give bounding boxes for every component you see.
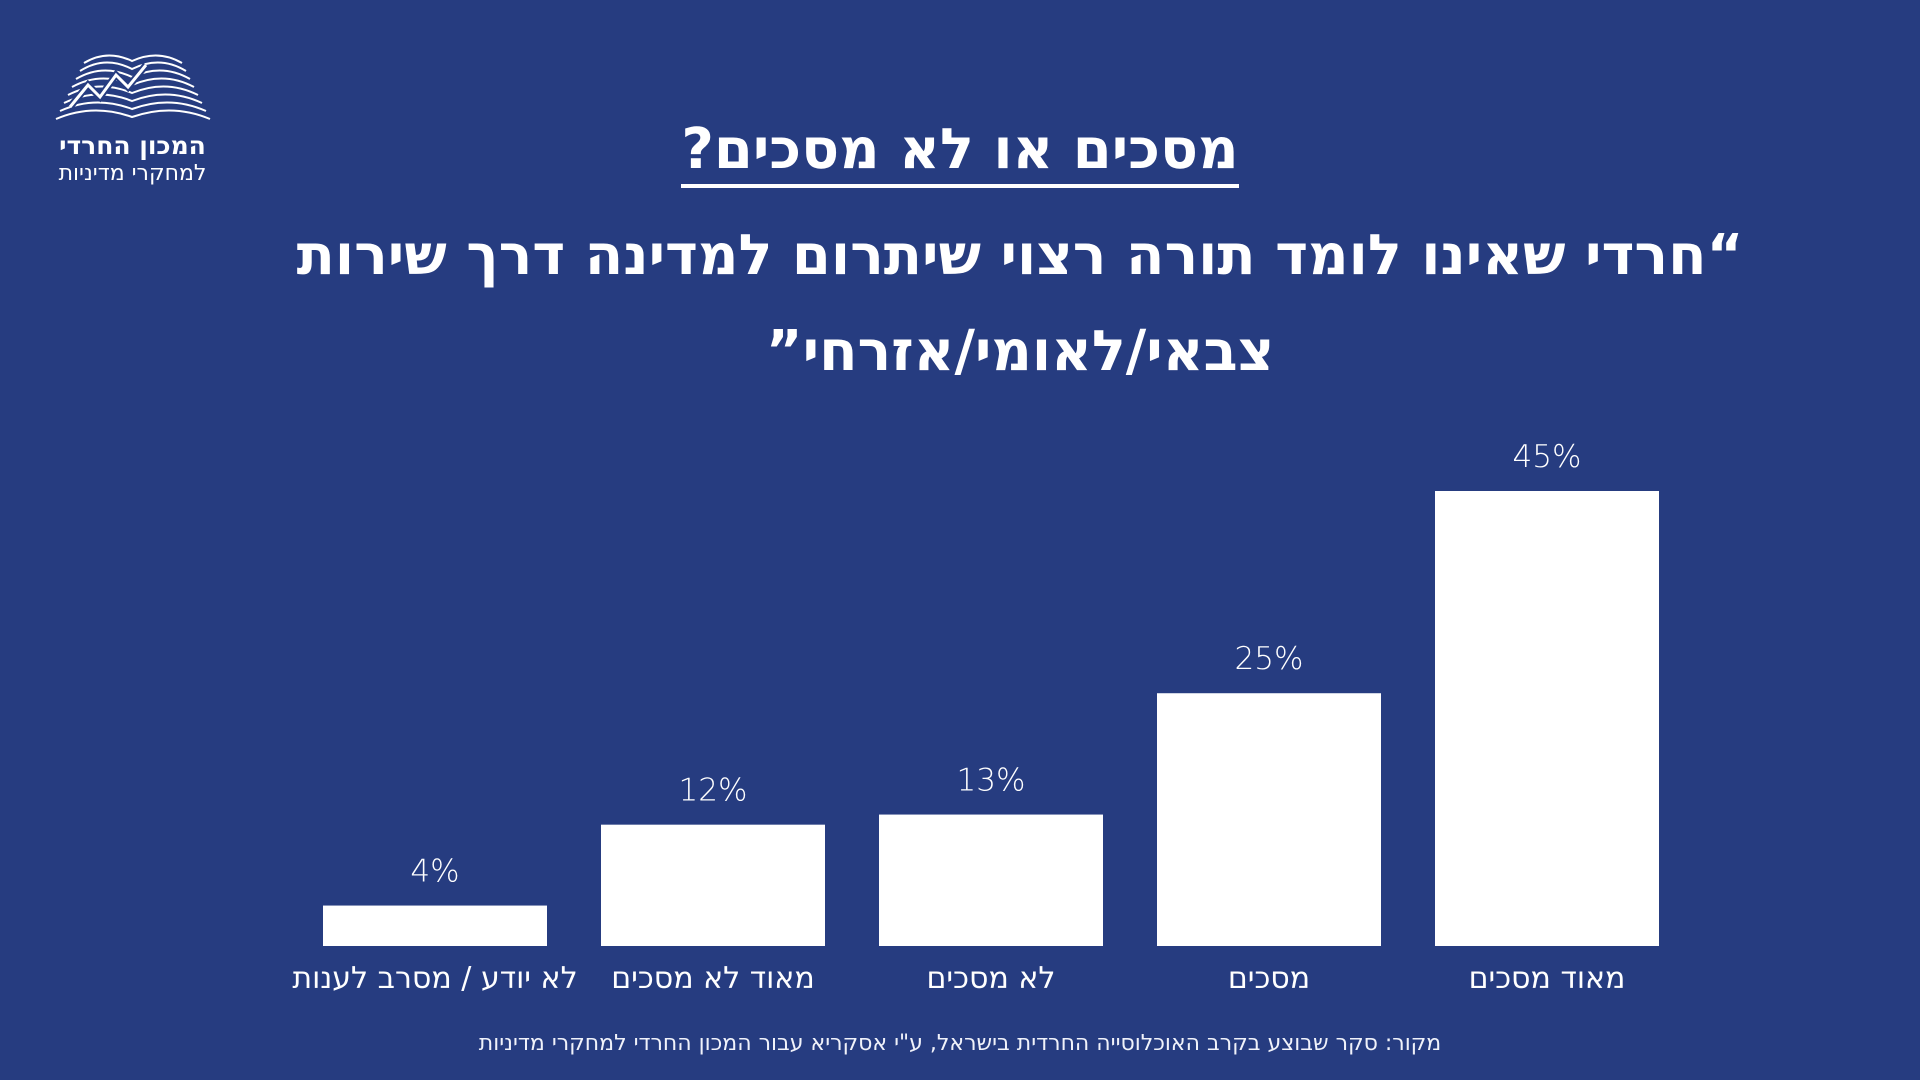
value-label-4: 45% [1513, 439, 1582, 475]
logo: המכון החרדי למחקרי מדיניות [40, 45, 225, 205]
source-note: מקור: סקר שבוצע בקרב האוכלוסייה החרדית ב… [478, 1031, 1442, 1056]
category-label-4: מאוד מסכים [1469, 961, 1626, 996]
bar-4 [1435, 491, 1659, 946]
value-label-0: 4% [410, 854, 459, 890]
value-label-3: 25% [1235, 641, 1304, 677]
chart-subtitle: “חרדי שאינו לומד תורה רצוי שיתרום למדינה… [296, 223, 1744, 384]
logo-subtitle: למחקרי מדיניות [58, 161, 207, 186]
bar-chart: 4% לא יודע / מסרב לענות 12% מאוד לא מסכים 13… [292, 439, 1659, 996]
category-label-3: מסכים [1228, 961, 1310, 996]
chart-title-text: מסכים או לא מסכים? [681, 117, 1239, 188]
bar-0 [323, 905, 547, 946]
bar-1 [601, 824, 825, 946]
bar-2 [879, 814, 1103, 946]
open-book-chart-icon [55, 54, 210, 120]
category-label-2: לא מסכים [927, 961, 1056, 996]
logo-name: המכון החרדי [59, 131, 206, 160]
bar-3 [1157, 693, 1381, 946]
chart-title: מסכים או לא מסכים? [0, 110, 1920, 190]
category-label-0: לא יודע / מסרב לענות [292, 961, 577, 996]
value-label-1: 12% [679, 773, 748, 809]
category-label-1: מאוד לא מסכים [611, 961, 814, 996]
value-label-2: 13% [957, 763, 1026, 799]
